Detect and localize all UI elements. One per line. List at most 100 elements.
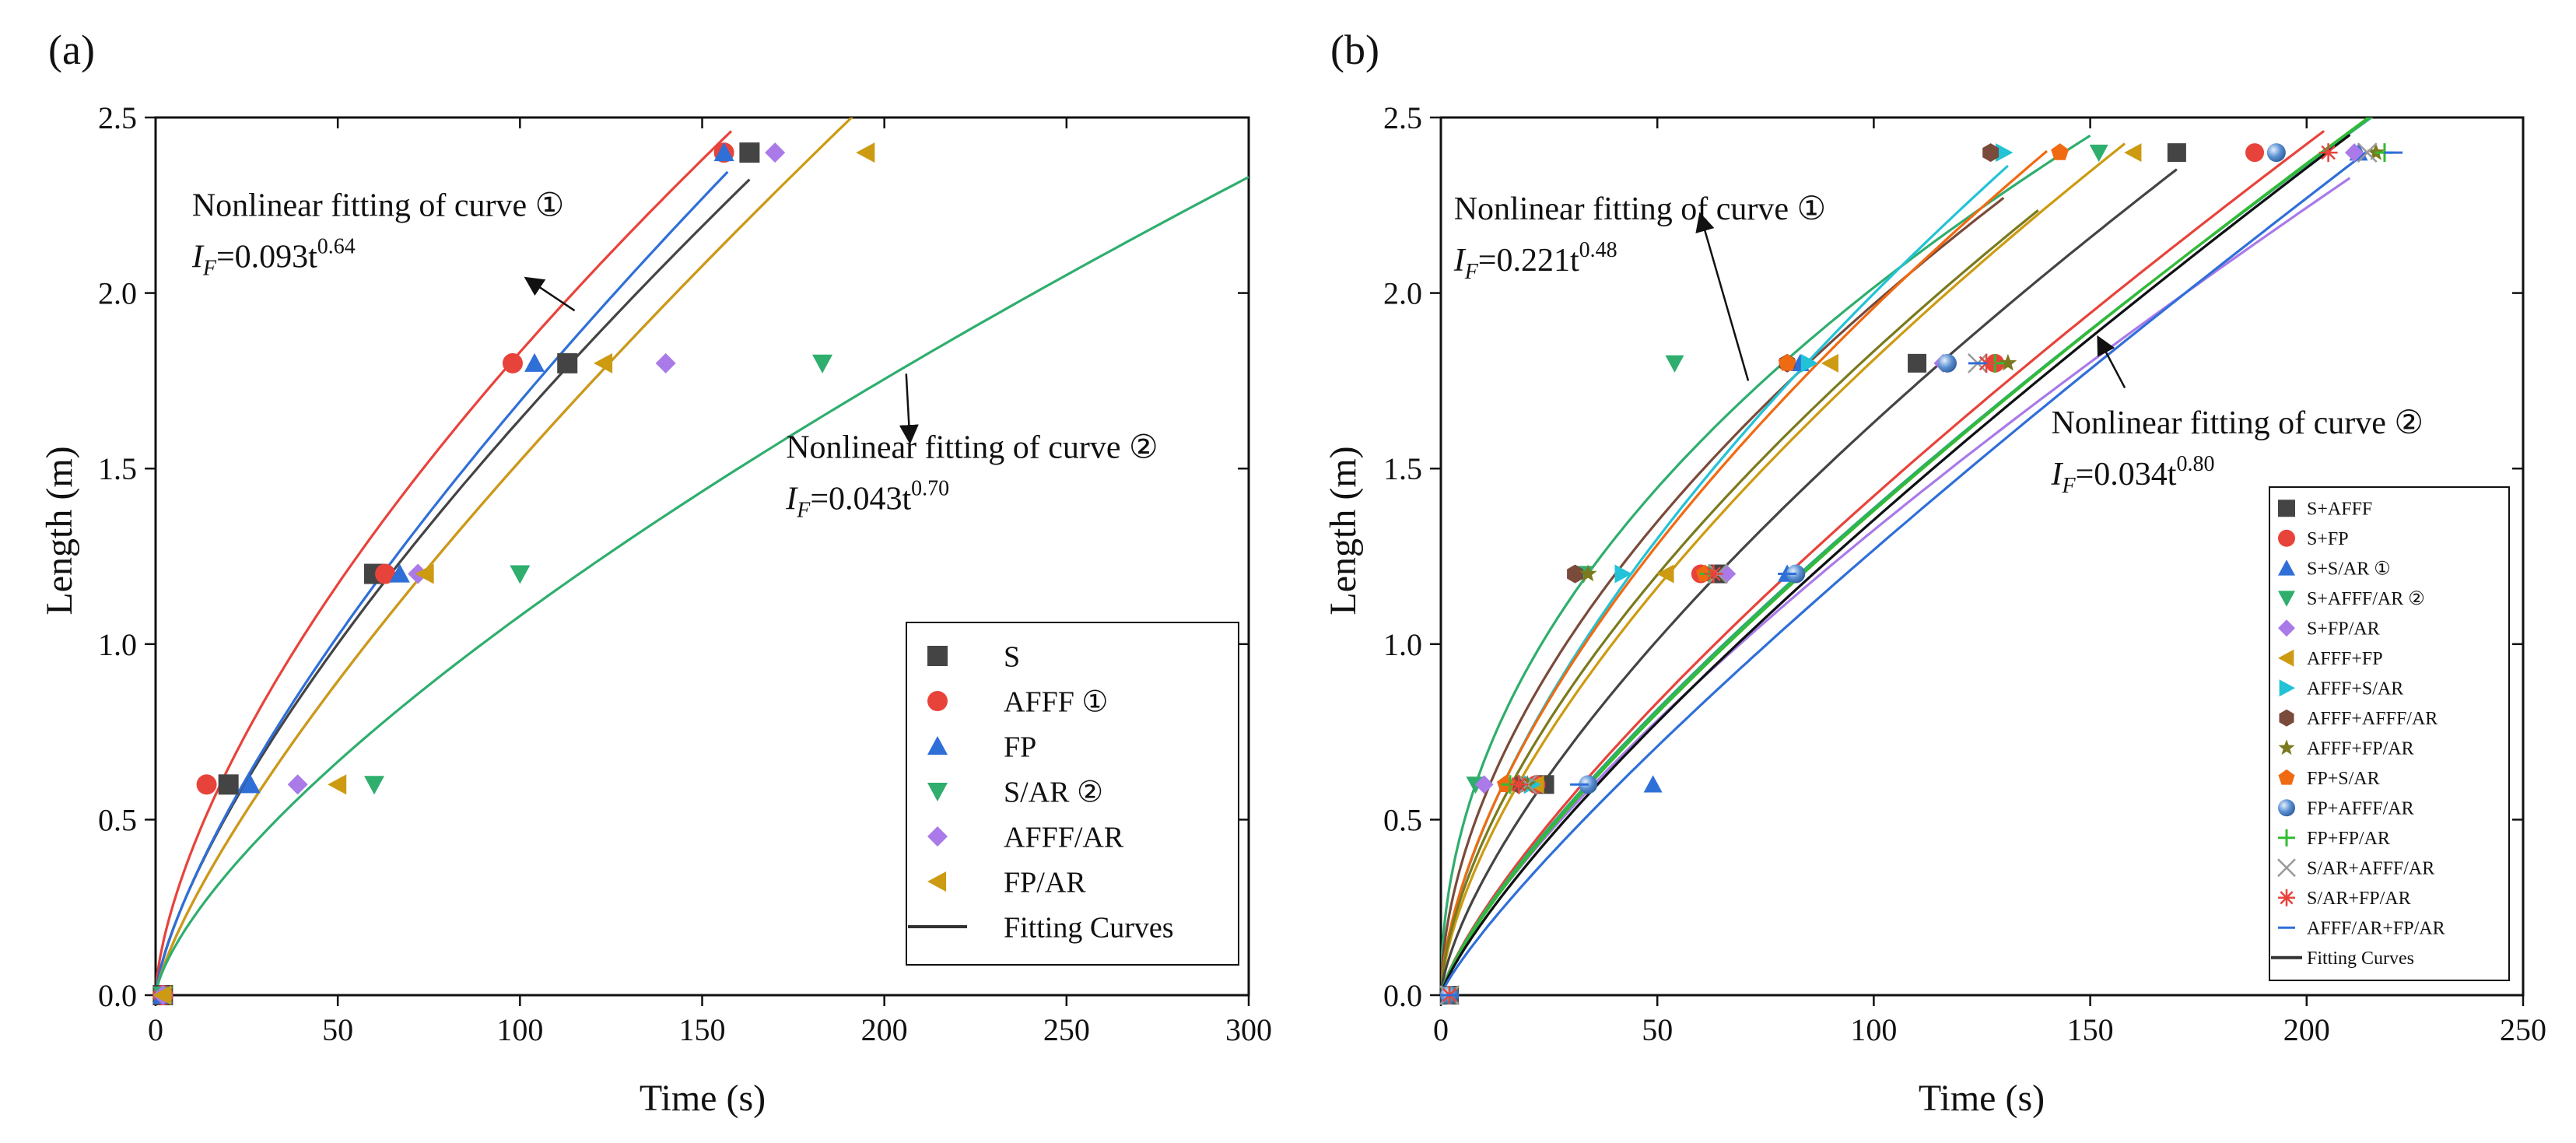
panel-b-ylabel: Length (m) (1323, 446, 1364, 615)
panel-a-legend-label: Fitting Curves (1004, 911, 1174, 944)
panel-b-point-s-ar-afff-ar (2357, 142, 2378, 163)
panel-a-legend-label: AFFF/AR (1004, 821, 1124, 854)
panel-b-fitting-curve (1441, 150, 2368, 995)
panel-b-fitting-curve (1441, 117, 2371, 995)
panel-b-point-afff-fp-ar (1999, 353, 2017, 371)
panel-b-legend-label: S+AFFF (2307, 500, 2372, 520)
panel-b-point-afff-fp (1656, 564, 1674, 584)
panel-b-point-s-afff-ar (2089, 144, 2108, 163)
plot-b: 0 50 100 150 200 250 0.0 0.5 1.0 1.5 2.0 2.5 Nonline… (1383, 100, 2546, 1047)
panel-a-point-fp-ar (328, 774, 347, 795)
panel-b-fitting-curve (1441, 149, 2049, 995)
panel-a-legend-label: S/AR ② (1004, 776, 1103, 808)
panel-b-legend-label: S+AFFF/AR ② (2307, 589, 2425, 609)
panel-b-legend-marker (2278, 559, 2295, 576)
panel-b-fitting-curve (1441, 197, 2005, 995)
panel-b-legend-marker (2278, 769, 2295, 785)
panel-a-legend-label: FP/AR (1004, 866, 1086, 899)
panel-a-fitting-curve (156, 195, 773, 995)
panel-a-point-afff-ar (287, 774, 308, 795)
panel-b-point-fp-afff-ar (2266, 143, 2286, 163)
panel-a-point-fp (389, 563, 410, 583)
panel-a-point-fp-ar (594, 352, 613, 373)
panel-a-xtick-label: 300 (1225, 1012, 1272, 1047)
panel-a-ytick-label: 0.0 (98, 978, 137, 1013)
panel-b-point-s-afff-ar (1665, 355, 1684, 373)
panel-b-legend-label: FP+FP/AR (2307, 829, 2390, 849)
panel-b-legend-marker (2278, 649, 2294, 667)
panel-a-annotation-title: Nonlinear fitting of curve ① (192, 188, 565, 223)
panel-b-legend-box (2269, 486, 2510, 981)
panel-a-series-fp-ar (152, 142, 875, 1005)
panel-b-legend-label: FP+S/AR (2307, 769, 2380, 789)
panel-b-legend-label: S+S/AR ① (2307, 559, 2391, 580)
panel-a-legend-box (906, 622, 1239, 966)
panel-b-ytick-label: 2.0 (1383, 276, 1422, 311)
panel-a-point-afff (375, 563, 396, 584)
panel-a-xtick-label: 250 (1043, 1012, 1090, 1047)
panel-a-legend: S AFFF ① FP S/AR ② AFFF/AR FP/AR Fitting Curve… (906, 622, 1239, 966)
panel-b-axes-frame (1439, 116, 2525, 997)
panel-b-legend-marker (2279, 679, 2295, 697)
panel-b-point-s-ar-fp-ar (1509, 775, 1529, 794)
panel-a-legend-marker (927, 871, 947, 892)
panel-b-point-afff-s-ar (1614, 564, 1632, 584)
panel-a-point-fp (240, 774, 261, 794)
panel-b-series-afff-ar-fp-ar (1440, 151, 2403, 997)
panel-b-point-afff-fp (2124, 143, 2142, 163)
panel-a-ytick-label: 2.5 (98, 100, 137, 135)
panel-a-label: (a) (48, 26, 95, 73)
panel-b-legend-label: S+FP/AR (2307, 619, 2380, 640)
panel-b-fitting-curve (1441, 130, 2325, 995)
panel-b-point-s-afff (1908, 353, 1927, 373)
panel-b-legend-label: S+FP (2307, 529, 2349, 549)
panel-b-legend-marker (2279, 709, 2294, 727)
panel-a-xtick-label: 200 (861, 1012, 908, 1047)
panel-a-xtick-label: 50 (322, 1012, 353, 1047)
panel-b-legend-label: FP+AFFF/AR (2307, 799, 2414, 819)
plot-a: 0 50 100 150 200 250 300 0.0 0.5 1.0 1.5 2.0 2.5 Nonl… (98, 100, 1272, 1047)
panel-a-legend-marker (927, 646, 948, 666)
panel-a-ytick-label: 0.5 (98, 802, 137, 837)
panel-a-point-afff-ar (655, 352, 676, 373)
panel-b-point-afff-fp-ar (1579, 564, 1597, 582)
panel-b-point-s-afff (2167, 143, 2186, 163)
panel-a-fitting-curve (156, 178, 751, 995)
panel-a-point-fp-ar (152, 985, 172, 1005)
panel-b-legend-marker (2278, 799, 2295, 817)
panel-b-fitting-curve (1441, 209, 2039, 995)
panel-b-legend-label: AFFF/AR+FP/AR (2307, 919, 2445, 939)
panel-b-point-s-fp (2245, 143, 2265, 163)
panel-a-point-fp (713, 142, 734, 162)
panel-a-legend-label: S (1004, 640, 1020, 673)
panel-a-ytick-label: 1.5 (98, 451, 137, 486)
panel-b-legend-marker (2278, 591, 2295, 607)
panel-a-ytick-label: 1.0 (98, 627, 137, 662)
panel-a-xtick-label: 100 (496, 1012, 543, 1047)
panel-a-xlabel: Time (s) (640, 1078, 766, 1119)
panel-a-point-afff (196, 774, 217, 795)
panel-a-annotation-arrow (524, 276, 576, 312)
panel-b-legend-marker (2278, 619, 2295, 637)
panel-a-xtick-label: 150 (679, 1012, 726, 1047)
panel-a-point-s-ar (812, 354, 833, 373)
panel-b-xtick-label: 250 (2500, 1012, 2546, 1047)
panel-b-ytick-label: 0.0 (1383, 978, 1422, 1013)
panel-b-xtick-label: 100 (1850, 1012, 1897, 1047)
panel-b-point-fp-afff-ar (1937, 353, 1957, 373)
panel-b-legend: S+AFFF S+FP S+S/AR ① S+AFFF/AR ② S+FP/AR AFFF… (2269, 486, 2510, 981)
panel-b-point-s-fp-ar (2345, 143, 2364, 163)
panel-b-point-afff-s-ar (1800, 353, 1818, 373)
panel-b-point-afff-afff-ar (1567, 564, 1583, 584)
panel-a-point-s-ar (510, 565, 531, 584)
panel-a-xtick-label: 0 (148, 1012, 163, 1047)
panel-a-ylabel: Length (m) (39, 446, 80, 615)
panel-a-fitting-curve (156, 130, 733, 995)
panel-b-point-s-ar-fp-ar (1704, 564, 1723, 584)
panel-a-point-afff-ar (765, 142, 786, 163)
panel-b-legend-label: AFFF+S/AR (2307, 679, 2403, 699)
panel-b-legend-marker (2278, 529, 2295, 547)
panel-b-xlabel: Time (s) (1919, 1078, 2045, 1119)
panel-a-series-afff-ar (152, 142, 786, 1005)
